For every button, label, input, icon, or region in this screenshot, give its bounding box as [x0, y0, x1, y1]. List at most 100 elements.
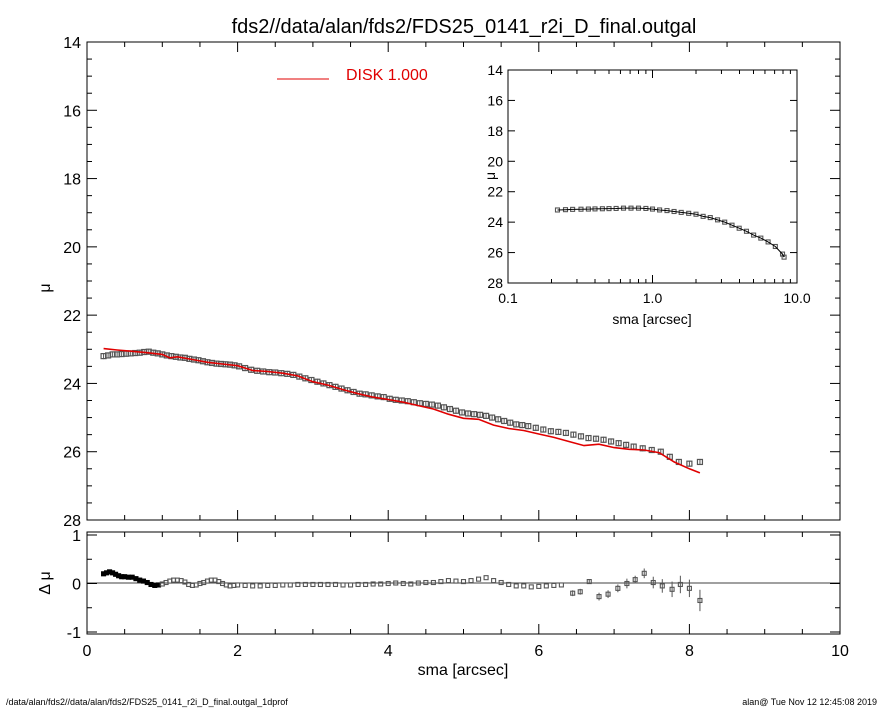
data-point	[476, 411, 484, 418]
residual-point	[491, 578, 497, 584]
data-point	[368, 392, 375, 399]
main-x-axis	[86, 42, 841, 520]
data-point	[547, 428, 554, 435]
data-point	[532, 424, 539, 431]
inset-y-tick-label: 22	[487, 184, 503, 200]
inset-x-tick-label: 0.1	[498, 290, 518, 306]
inset-y-tick-label: 18	[487, 123, 503, 139]
residual-point	[536, 583, 542, 589]
inset-data-point	[722, 219, 728, 225]
main-y-tick-label: 16	[63, 103, 81, 120]
residual-point	[272, 582, 278, 588]
residual-point	[677, 581, 683, 588]
main-y-tick-label: 14	[63, 35, 81, 52]
data-point	[446, 405, 454, 413]
residual-point	[453, 578, 459, 584]
residual-point	[513, 583, 519, 589]
main-y-tick-label: 20	[63, 240, 81, 257]
residual-point	[302, 581, 308, 588]
residual-point	[423, 579, 429, 586]
residual-point	[476, 576, 482, 582]
residual-point	[347, 582, 354, 588]
data-point	[428, 401, 435, 408]
chart-title: fds2//data/alan/fds2/FDS25_0141_r2i_D_fi…	[232, 16, 697, 38]
inset-y-tick-label: 14	[487, 62, 503, 78]
data-point	[507, 419, 514, 426]
inset-y-tick-label: 28	[487, 275, 503, 291]
residual-point	[615, 585, 621, 591]
data-point	[686, 460, 693, 467]
residual-y-tick-label: -1	[67, 625, 81, 642]
residual-point	[468, 578, 474, 584]
data-point	[562, 429, 570, 437]
residual-point	[332, 581, 339, 588]
residual-point	[242, 582, 248, 588]
residual-point	[521, 583, 527, 589]
residual-point	[250, 583, 256, 589]
data-point	[570, 431, 577, 438]
data-point	[458, 409, 466, 416]
residual-point	[287, 582, 293, 588]
residual-point	[641, 570, 647, 576]
data-point	[513, 421, 520, 428]
data-point	[470, 411, 478, 418]
residual-point	[317, 581, 323, 588]
residual-point	[430, 579, 436, 586]
residual-point	[370, 581, 376, 587]
residual-point	[265, 582, 271, 588]
residual-y-tick-label: 1	[72, 528, 81, 545]
residual-point	[528, 584, 534, 590]
residual-x-axis: 0 2 4 6 8 10	[83, 532, 849, 660]
inset-data-point	[729, 222, 735, 228]
data-point	[489, 414, 496, 421]
residual-x-axis-label: sma [arcsec]	[418, 662, 509, 679]
inset-y-tick-label: 20	[487, 153, 503, 169]
residual-point	[632, 577, 638, 583]
residual-point	[650, 579, 656, 586]
residual-x-tick-label: 10	[831, 643, 849, 660]
residual-point	[295, 581, 301, 588]
data-point	[434, 402, 441, 409]
main-y-tick-label: 26	[63, 445, 81, 462]
legend-label: DISK 1.000	[346, 67, 428, 84]
data-point	[592, 435, 600, 442]
inset-x-tick-label: 1.0	[643, 290, 663, 306]
main-y-axis: 14 16 18 20 22 24 26 28	[63, 35, 840, 530]
data-point	[525, 423, 532, 430]
residual-x-tick-label: 6	[534, 643, 543, 660]
residual-point	[624, 580, 630, 587]
data-point	[696, 458, 704, 466]
main-y-tick-label: 24	[63, 376, 81, 393]
residual-x-tick-label: 8	[685, 643, 694, 660]
inset-data-point	[736, 225, 742, 231]
residual-point	[498, 579, 504, 586]
data-point	[519, 421, 526, 429]
main-y-tick-label: 28	[63, 513, 81, 530]
residual-point	[543, 583, 549, 589]
residual-point	[385, 580, 391, 587]
data-point	[648, 446, 655, 454]
residual-y-tick-label: 0	[72, 577, 81, 594]
data-point	[452, 407, 460, 414]
residual-point	[551, 582, 557, 588]
inset-data-point	[751, 232, 757, 238]
inset-y-tick-label: 26	[487, 245, 503, 261]
data-point	[482, 412, 490, 419]
data-point	[577, 433, 585, 440]
disk-model-line	[103, 347, 701, 474]
footer-user-timestamp: alan@ Tue Nov 12 12:45:08 2019	[742, 697, 877, 707]
inset-y-axis: 14 16 18 20 22 24 26 28	[487, 62, 797, 291]
residual-point	[355, 581, 361, 588]
inset-x-axis-label: sma [arcsec]	[612, 311, 691, 327]
residual-y-axis-label: Δ μ	[37, 571, 54, 594]
residual-point	[659, 583, 665, 589]
data-point	[639, 445, 646, 452]
data-point	[464, 410, 472, 417]
residual-point	[408, 581, 414, 587]
inset-y-tick-label: 16	[487, 92, 503, 108]
data-point	[501, 417, 508, 425]
residual-x-tick-label: 4	[384, 643, 393, 660]
residual-point	[310, 581, 316, 588]
residual-point	[686, 585, 692, 591]
